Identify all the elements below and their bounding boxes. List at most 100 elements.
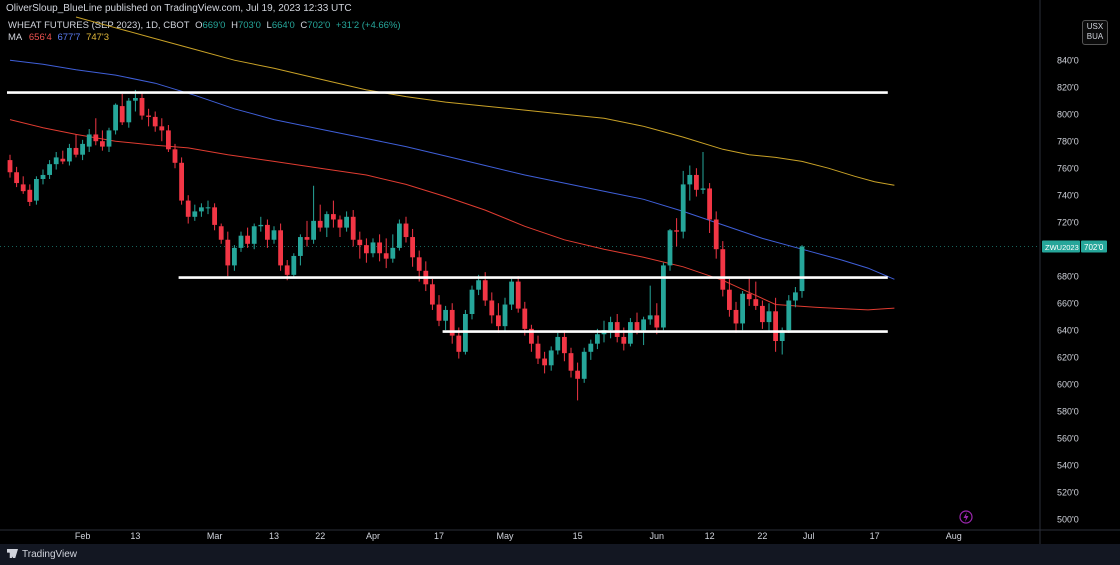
candle-body xyxy=(146,115,151,117)
candle-body xyxy=(60,158,66,162)
tradingview-logo[interactable]: TradingView xyxy=(7,549,77,560)
candle-body xyxy=(7,160,13,173)
candle-body xyxy=(291,255,297,275)
price-chart[interactable]: 840'0820'0800'0780'0760'0740'0720'0700'0… xyxy=(0,0,1120,544)
candle-body xyxy=(350,216,356,240)
candle-body xyxy=(298,237,303,256)
candle-body xyxy=(139,98,145,116)
close-label: C xyxy=(300,20,308,31)
candle-body xyxy=(40,174,46,179)
candle-body xyxy=(727,289,732,310)
candle-body xyxy=(581,351,587,379)
candle-body xyxy=(799,246,805,292)
high-label: H xyxy=(231,20,238,31)
candle-body xyxy=(647,315,653,320)
lightning-icon[interactable] xyxy=(959,510,973,524)
candle-body xyxy=(172,149,178,163)
candle-body xyxy=(621,336,627,344)
x-tick-label: 17 xyxy=(434,531,444,541)
y-tick-label: 800'0 xyxy=(1057,110,1079,120)
x-tick-label: Mar xyxy=(207,531,223,541)
tradingview-icon xyxy=(7,549,18,558)
candle-body xyxy=(238,235,244,248)
x-tick-label: Jul xyxy=(803,531,815,541)
candle-body xyxy=(14,172,19,184)
candle-body xyxy=(265,224,270,240)
ma-long-line xyxy=(75,16,895,186)
candle-body xyxy=(595,334,600,344)
candle-body xyxy=(390,247,396,259)
candle-body xyxy=(575,370,580,379)
candle-body xyxy=(251,226,257,244)
candle-body xyxy=(232,247,237,266)
candle-body xyxy=(694,174,699,190)
candle-body xyxy=(212,207,217,225)
y-tick-label: 560'0 xyxy=(1057,434,1079,444)
currency-line1: USX xyxy=(1086,22,1104,31)
candle-body xyxy=(377,242,382,254)
candle-body xyxy=(509,281,514,305)
candle-body xyxy=(344,216,349,228)
candle-body xyxy=(80,143,85,155)
candle-body xyxy=(443,309,448,321)
y-tick-label: 580'0 xyxy=(1057,407,1079,417)
candle-body xyxy=(496,315,501,327)
candle-body xyxy=(779,330,785,341)
price-tag-value-bg xyxy=(1081,240,1107,253)
candle-body xyxy=(469,289,475,314)
candle-body xyxy=(34,179,39,201)
candle-body xyxy=(733,309,739,324)
y-tick-label: 520'0 xyxy=(1057,488,1079,498)
ma-short-line xyxy=(9,119,895,311)
candle-body xyxy=(397,223,402,248)
candle-body xyxy=(542,358,547,366)
candle-body xyxy=(86,134,92,147)
low-label: L xyxy=(266,20,272,31)
candle-body xyxy=(786,300,792,331)
y-tick-label: 820'0 xyxy=(1057,83,1079,93)
candle-body xyxy=(258,224,264,227)
candle-body xyxy=(159,126,165,131)
y-tick-label: 720'0 xyxy=(1057,218,1079,228)
candle-body xyxy=(370,242,376,254)
candle-body xyxy=(654,315,660,328)
candle-body xyxy=(403,223,409,238)
candle-body xyxy=(502,304,508,327)
tradingview-brand: TradingView xyxy=(22,549,78,560)
candle-body xyxy=(760,305,765,323)
candle-body xyxy=(67,147,72,162)
x-tick-label: 22 xyxy=(757,531,767,541)
y-tick-label: 840'0 xyxy=(1057,56,1079,66)
candle-body xyxy=(449,309,455,336)
candle-body xyxy=(740,293,745,324)
candle-body xyxy=(218,226,224,240)
x-tick-label: Jun xyxy=(650,531,665,541)
ma-legend: MA 656'4 677'7 747'3 xyxy=(8,32,109,43)
symbol-title: WHEAT FUTURES (SEP 2023), 1D, CBOT xyxy=(8,20,190,31)
candle-body xyxy=(119,106,125,123)
candle-body xyxy=(529,328,534,344)
candle-body xyxy=(383,253,389,259)
candle-body xyxy=(568,353,574,371)
y-tick-label: 500'0 xyxy=(1057,515,1079,525)
x-tick-label: Feb xyxy=(75,531,91,541)
y-tick-label: 680'0 xyxy=(1057,272,1079,282)
currency-unit-button[interactable]: USX BUA xyxy=(1082,20,1108,45)
candle-body xyxy=(430,284,435,305)
candle-body xyxy=(337,219,343,228)
candle-body xyxy=(661,265,666,328)
close-value: 702'0 xyxy=(307,20,331,31)
candle-body xyxy=(317,220,323,228)
candle-body xyxy=(47,164,52,175)
candle-body xyxy=(614,322,620,337)
candle-body xyxy=(27,189,33,202)
symbol-legend: WHEAT FUTURES (SEP 2023), 1D, CBOT O669'… xyxy=(8,20,401,31)
candle-body xyxy=(20,184,26,192)
x-tick-label: 13 xyxy=(130,531,140,541)
candle-body xyxy=(680,184,686,232)
open-label: O xyxy=(195,20,203,31)
candle-body xyxy=(515,281,521,309)
candle-body xyxy=(53,157,59,165)
y-tick-label: 600'0 xyxy=(1057,380,1079,390)
high-value: 703'0 xyxy=(237,20,261,31)
